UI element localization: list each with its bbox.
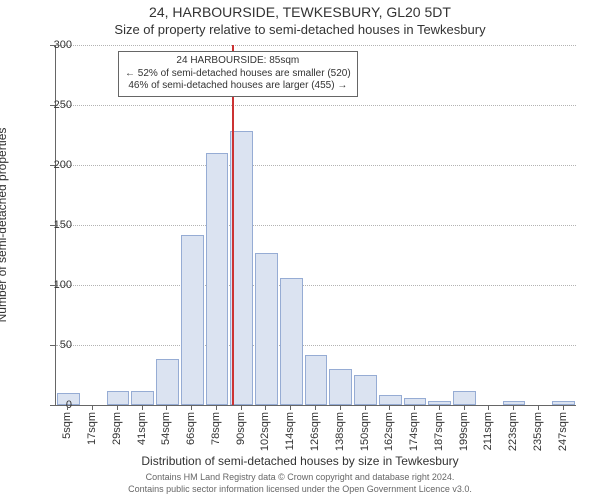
gridline bbox=[56, 345, 576, 346]
histogram-bar bbox=[379, 395, 402, 405]
y-tick-mark bbox=[50, 345, 55, 346]
y-tick-mark bbox=[50, 105, 55, 106]
histogram-bar bbox=[453, 391, 476, 405]
x-tick-mark bbox=[414, 405, 415, 410]
histogram-bar bbox=[354, 375, 377, 405]
annotation-box: 24 HARBOURSIDE: 85sqm ← 52% of semi-deta… bbox=[118, 51, 358, 97]
x-tick-label: 247sqm bbox=[557, 412, 569, 451]
x-tick-label: 41sqm bbox=[136, 412, 148, 445]
x-tick-mark bbox=[265, 405, 266, 410]
y-axis-title: Number of semi-detached properties bbox=[0, 128, 9, 323]
annotation-line-2: ← 52% of semi-detached houses are smalle… bbox=[125, 68, 351, 81]
x-tick-label: 211sqm bbox=[482, 412, 494, 450]
x-tick-mark bbox=[216, 405, 217, 410]
x-tick-mark bbox=[340, 405, 341, 410]
annotation-line-1: 24 HARBOURSIDE: 85sqm bbox=[125, 55, 351, 68]
x-tick-mark bbox=[365, 405, 366, 410]
gridline bbox=[56, 225, 576, 226]
x-tick-label: 174sqm bbox=[408, 412, 420, 451]
plot-area: 24 HARBOURSIDE: 85sqm ← 52% of semi-deta… bbox=[55, 45, 576, 406]
x-axis-title: Distribution of semi-detached houses by … bbox=[0, 454, 600, 468]
histogram-bar bbox=[156, 359, 179, 405]
gridline bbox=[56, 285, 576, 286]
x-tick-label: 235sqm bbox=[532, 412, 544, 451]
x-tick-mark bbox=[315, 405, 316, 410]
y-tick-mark bbox=[50, 165, 55, 166]
histogram-bar bbox=[181, 235, 204, 405]
x-tick-mark bbox=[191, 405, 192, 410]
x-tick-mark bbox=[389, 405, 390, 410]
histogram-bar bbox=[107, 391, 130, 405]
x-tick-label: 138sqm bbox=[334, 412, 346, 451]
gridline bbox=[56, 165, 576, 166]
x-tick-label: 102sqm bbox=[259, 412, 271, 451]
footer-line-2: Contains public sector information licen… bbox=[0, 484, 600, 494]
y-tick-mark bbox=[50, 45, 55, 46]
y-tick-mark bbox=[50, 405, 55, 406]
chart-title-main: 24, HARBOURSIDE, TEWKESBURY, GL20 5DT bbox=[0, 4, 600, 20]
histogram-bar bbox=[255, 253, 278, 405]
chart-title-sub: Size of property relative to semi-detach… bbox=[0, 22, 600, 37]
x-tick-label: 29sqm bbox=[111, 412, 123, 445]
x-tick-label: 78sqm bbox=[210, 412, 222, 445]
x-tick-label: 223sqm bbox=[507, 412, 519, 451]
x-tick-label: 126sqm bbox=[309, 412, 321, 451]
x-tick-mark bbox=[464, 405, 465, 410]
chart-container: 24, HARBOURSIDE, TEWKESBURY, GL20 5DT Si… bbox=[0, 0, 600, 500]
x-tick-mark bbox=[439, 405, 440, 410]
x-tick-label: 66sqm bbox=[185, 412, 197, 445]
histogram-bar bbox=[404, 398, 427, 405]
annotation-line-3: 46% of semi-detached houses are larger (… bbox=[125, 80, 351, 93]
x-tick-mark bbox=[538, 405, 539, 410]
x-tick-label: 5sqm bbox=[61, 412, 73, 439]
x-tick-mark bbox=[563, 405, 564, 410]
x-tick-mark bbox=[290, 405, 291, 410]
x-tick-label: 17sqm bbox=[86, 412, 98, 445]
histogram-bar bbox=[280, 278, 303, 405]
x-tick-mark bbox=[241, 405, 242, 410]
x-tick-mark bbox=[166, 405, 167, 410]
histogram-bar bbox=[305, 355, 328, 405]
x-tick-label: 187sqm bbox=[433, 412, 445, 451]
y-tick-mark bbox=[50, 285, 55, 286]
gridline bbox=[56, 105, 576, 106]
x-tick-label: 150sqm bbox=[359, 412, 371, 451]
x-tick-mark bbox=[117, 405, 118, 410]
x-tick-mark bbox=[488, 405, 489, 410]
x-tick-label: 114sqm bbox=[284, 412, 296, 450]
x-tick-mark bbox=[92, 405, 93, 410]
x-tick-label: 54sqm bbox=[160, 412, 172, 445]
footer-line-1: Contains HM Land Registry data © Crown c… bbox=[0, 472, 600, 482]
x-tick-mark bbox=[67, 405, 68, 410]
y-tick-mark bbox=[50, 225, 55, 226]
x-tick-label: 162sqm bbox=[383, 412, 395, 451]
x-tick-label: 90sqm bbox=[235, 412, 247, 445]
reference-line bbox=[232, 45, 234, 405]
histogram-bar bbox=[329, 369, 352, 405]
x-tick-label: 199sqm bbox=[458, 412, 470, 451]
histogram-bar bbox=[131, 391, 154, 405]
gridline bbox=[56, 45, 576, 46]
x-tick-mark bbox=[142, 405, 143, 410]
histogram-bar bbox=[206, 153, 229, 405]
x-tick-mark bbox=[513, 405, 514, 410]
